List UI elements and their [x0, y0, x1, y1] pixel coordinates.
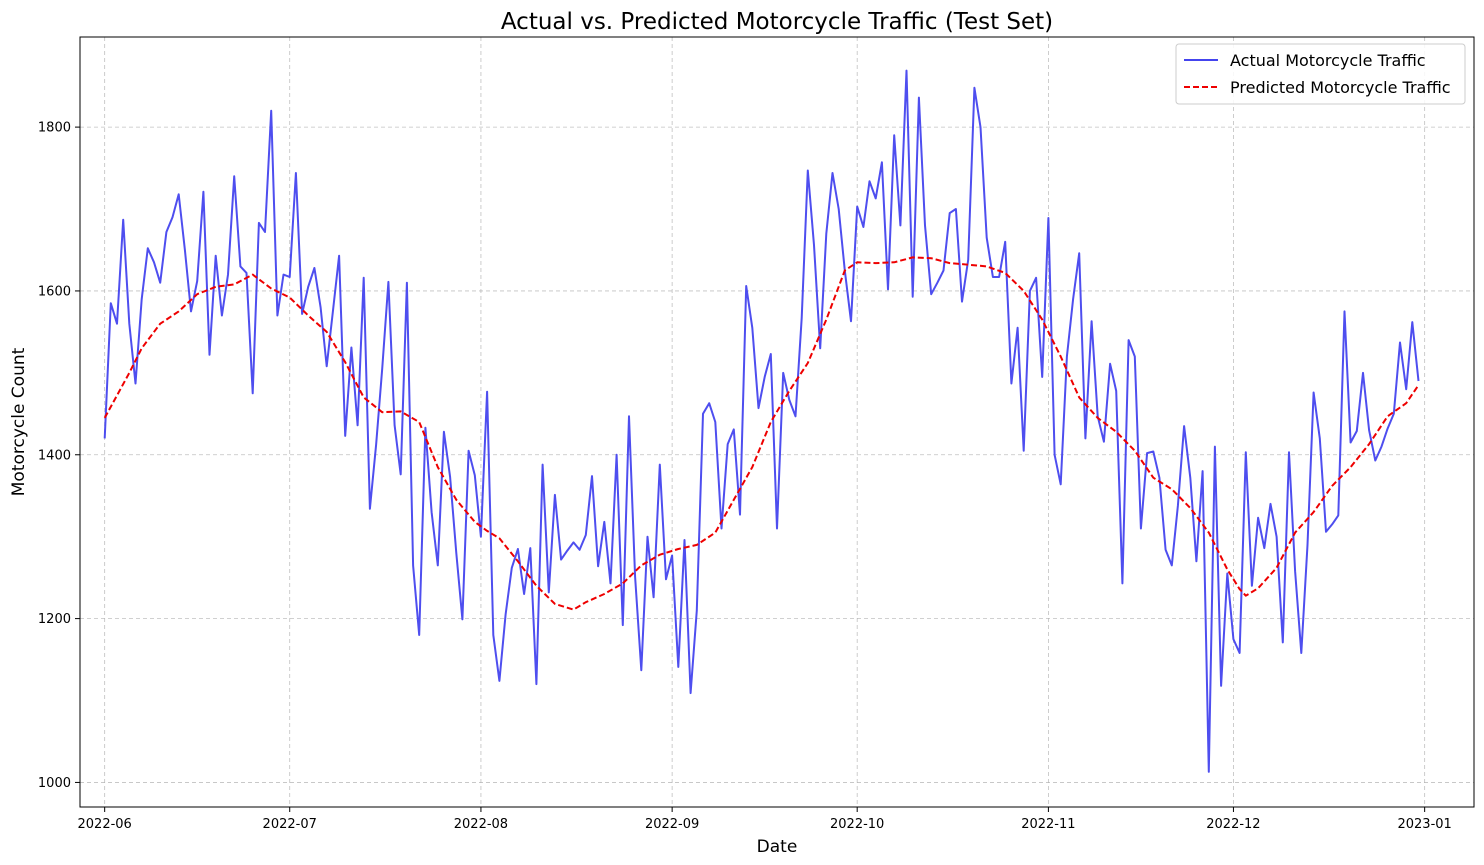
plot-area-frame — [79, 36, 1475, 808]
series-line-actual — [103, 69, 1420, 773]
x-tick-label: 2022-10 — [830, 817, 884, 832]
y-axis-label: Motorcycle Count — [9, 347, 29, 496]
x-tick-label: 2022-07 — [263, 817, 317, 832]
x-tick-label: 2022-12 — [1206, 817, 1260, 832]
y-ticks: 1000 1200 1400 1600 1800 — [38, 121, 80, 791]
y-tick-label: 1800 — [38, 121, 71, 136]
y-tick-label: 1600 — [38, 284, 71, 299]
x-axis-label: Date — [757, 837, 798, 857]
chart-title: Actual vs. Predicted Motorcycle Traffic … — [501, 9, 1053, 35]
legend-box — [1175, 43, 1466, 105]
grid-lines — [80, 37, 1474, 807]
legend: Actual Motorcycle Traffic Predicted Moto… — [1175, 43, 1466, 105]
x-tick-label: 2022-08 — [454, 817, 508, 832]
x-tick-label: 2022-06 — [78, 817, 132, 832]
x-tick-label: 2022-11 — [1021, 817, 1075, 832]
plot-series — [103, 69, 1420, 773]
x-ticks: 2022-06 2022-07 2022-08 2022-09 2022-10 2022-… — [78, 807, 1452, 832]
y-tick-label: 1400 — [38, 448, 71, 463]
x-tick-label: 2023-01 — [1397, 817, 1451, 832]
legend-label-predicted: Predicted Motorcycle Traffic — [1230, 78, 1451, 97]
x-tick-label: 2022-09 — [645, 817, 699, 832]
legend-label-actual: Actual Motorcycle Traffic — [1230, 51, 1426, 70]
y-tick-label: 1000 — [38, 776, 71, 791]
y-tick-label: 1200 — [38, 612, 71, 627]
series-line-predicted — [103, 256, 1420, 611]
